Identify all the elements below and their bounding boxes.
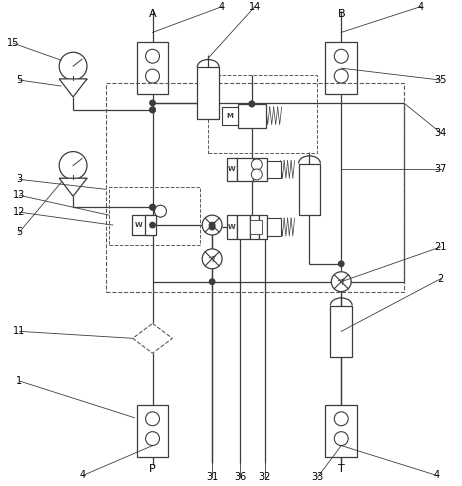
Text: A: A	[149, 9, 156, 18]
Circle shape	[209, 222, 215, 228]
Text: 35: 35	[434, 75, 447, 85]
Text: W: W	[228, 167, 236, 173]
Bar	[267, 218, 280, 236]
Circle shape	[249, 101, 255, 107]
Text: 21: 21	[434, 242, 447, 252]
Text: 5: 5	[16, 227, 23, 237]
Text: 13: 13	[13, 191, 25, 200]
Circle shape	[339, 261, 344, 267]
Polygon shape	[59, 178, 87, 196]
Text: 32: 32	[259, 472, 271, 483]
Text: 2: 2	[438, 274, 444, 284]
Text: 14: 14	[249, 1, 261, 12]
Circle shape	[150, 100, 155, 106]
Bar	[253, 157, 267, 181]
Text: 34: 34	[434, 128, 447, 138]
Bar	[330, 306, 352, 357]
Circle shape	[150, 107, 155, 113]
Bar	[259, 215, 267, 239]
Bar	[132, 215, 153, 235]
Circle shape	[251, 169, 262, 180]
Bar	[197, 67, 219, 119]
Text: 4: 4	[80, 470, 86, 480]
Bar	[145, 215, 156, 235]
Circle shape	[202, 215, 222, 235]
Text: 12: 12	[13, 207, 25, 217]
Circle shape	[209, 279, 215, 284]
Circle shape	[150, 205, 155, 210]
Bar	[227, 215, 237, 239]
Bar	[222, 107, 238, 125]
Bar	[250, 215, 259, 239]
Circle shape	[146, 49, 159, 63]
Bar	[325, 42, 357, 94]
Bar	[298, 163, 320, 215]
Text: 4: 4	[219, 1, 225, 12]
Circle shape	[251, 159, 262, 170]
Bar	[137, 405, 169, 456]
Text: 37: 37	[434, 164, 447, 174]
Text: 4: 4	[433, 470, 440, 480]
Polygon shape	[133, 323, 172, 353]
Bar	[238, 104, 266, 128]
Text: 31: 31	[206, 472, 218, 483]
Circle shape	[334, 49, 348, 63]
Text: 11: 11	[13, 327, 25, 336]
Bar	[325, 405, 357, 456]
Bar	[237, 157, 253, 181]
Circle shape	[146, 69, 159, 83]
Circle shape	[59, 152, 87, 179]
Bar	[208, 75, 317, 153]
Circle shape	[150, 107, 155, 113]
Text: W: W	[228, 224, 236, 230]
Circle shape	[334, 69, 348, 83]
Polygon shape	[59, 79, 87, 97]
Circle shape	[202, 249, 222, 269]
Text: 33: 33	[311, 472, 323, 483]
Bar	[250, 220, 262, 234]
Circle shape	[146, 412, 159, 426]
Circle shape	[59, 52, 87, 80]
Circle shape	[249, 101, 255, 107]
Text: 4: 4	[418, 1, 424, 12]
Text: W: W	[134, 222, 142, 228]
Bar	[137, 42, 169, 94]
Bar	[227, 157, 237, 181]
Bar	[237, 215, 250, 239]
Text: B: B	[337, 9, 345, 18]
Text: M: M	[226, 113, 233, 119]
Circle shape	[331, 272, 351, 292]
Text: 1: 1	[16, 376, 23, 386]
Circle shape	[334, 432, 348, 446]
Bar	[109, 187, 200, 245]
Bar	[106, 83, 404, 292]
Circle shape	[150, 222, 155, 228]
Circle shape	[154, 205, 166, 217]
Text: T: T	[338, 465, 345, 474]
Circle shape	[334, 412, 348, 426]
Text: P: P	[149, 465, 156, 474]
Text: 3: 3	[16, 174, 23, 184]
Text: 36: 36	[234, 472, 246, 483]
Text: 5: 5	[16, 75, 23, 85]
Bar	[267, 160, 280, 178]
Circle shape	[150, 205, 155, 210]
Text: 15: 15	[7, 38, 20, 48]
Circle shape	[146, 432, 159, 446]
Circle shape	[209, 225, 215, 230]
